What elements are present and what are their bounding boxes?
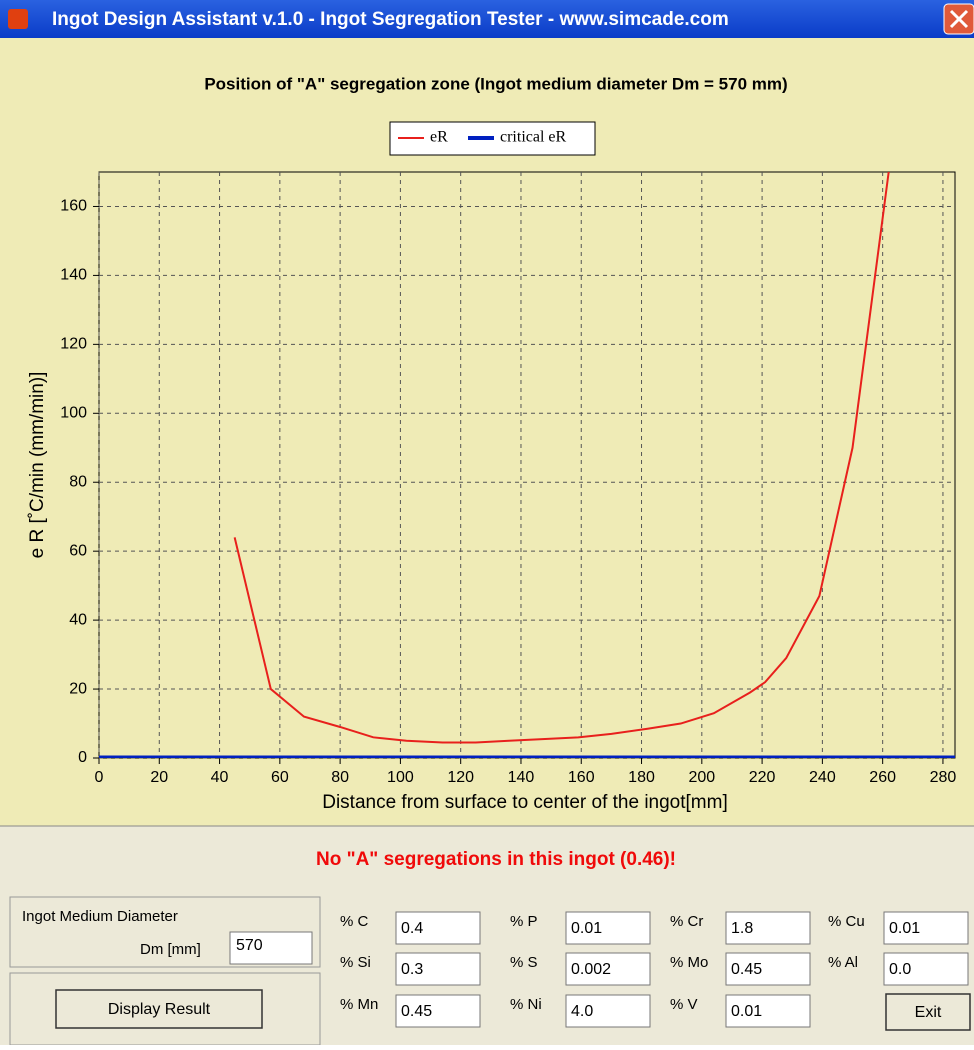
x-tick-label: 180	[628, 769, 655, 786]
field-value: 4.0	[571, 1003, 593, 1020]
x-tick-label: 40	[211, 769, 229, 786]
field-input[interactable]	[725, 994, 811, 1028]
x-tick-label: 60	[271, 769, 289, 786]
app-icon	[8, 9, 28, 29]
field-input[interactable]	[565, 952, 651, 986]
title-bar	[0, 0, 974, 38]
x-tick-label: 220	[749, 769, 776, 786]
diameter-input[interactable]	[229, 931, 313, 965]
field-label: % Mn	[340, 996, 378, 1013]
field-input[interactable]	[395, 952, 481, 986]
field-value: 0.01	[889, 920, 920, 937]
field-input[interactable]	[395, 994, 481, 1028]
field-input[interactable]	[565, 911, 651, 945]
legend-label: eR	[430, 129, 448, 146]
field-value: 0.4	[401, 920, 423, 937]
y-axis-label: e R [˚C/min (mm/min)]	[27, 372, 48, 559]
field-input[interactable]	[565, 994, 651, 1028]
x-tick-label: 0	[95, 769, 104, 786]
chart-title: Position of "A" segregation zone (Ingot …	[204, 74, 787, 93]
exit-button[interactable]	[885, 993, 971, 1031]
y-tick-label: 20	[69, 680, 87, 697]
field-value: 1.8	[731, 920, 753, 937]
y-tick-label: 60	[69, 542, 87, 559]
y-tick-label: 0	[78, 749, 87, 766]
exit-button-label: Exit	[915, 1004, 942, 1021]
field-input[interactable]	[725, 911, 811, 945]
x-tick-label: 100	[387, 769, 414, 786]
x-tick-label: 20	[150, 769, 168, 786]
field-label: % Ni	[510, 996, 542, 1013]
close-icon	[949, 9, 969, 29]
field-value: 0.002	[571, 961, 611, 978]
diameter-box	[9, 896, 321, 968]
result-message: No "A" segregations in this ingot (0.46)…	[316, 849, 676, 870]
plot-area	[98, 171, 956, 759]
x-axis-label: Distance from surface to center of the i…	[322, 792, 728, 813]
x-tick-label: 260	[869, 769, 896, 786]
field-value: 0.45	[731, 961, 762, 978]
window-title: Ingot Design Assistant v.1.0 - Ingot Seg…	[52, 9, 729, 30]
field-value: 0.45	[401, 1003, 432, 1020]
field-label: % Cr	[670, 913, 703, 930]
field-label: % Mo	[670, 954, 708, 971]
field-input[interactable]	[883, 911, 969, 945]
field-value: 0.01	[731, 1003, 762, 1020]
y-tick-label: 100	[60, 405, 87, 422]
field-label: % Cu	[828, 913, 865, 930]
field-label: % C	[340, 913, 369, 930]
x-tick-label: 160	[568, 769, 595, 786]
field-label: % V	[670, 996, 698, 1013]
series-line	[233, 172, 890, 744]
field-input[interactable]	[395, 911, 481, 945]
y-tick-label: 40	[69, 611, 87, 628]
field-input[interactable]	[883, 952, 969, 986]
field-label: % Al	[828, 954, 858, 971]
x-tick-label: 240	[809, 769, 836, 786]
field-value: 0.0	[889, 961, 911, 978]
x-tick-label: 140	[508, 769, 535, 786]
y-tick-label: 80	[69, 473, 87, 490]
x-tick-label: 200	[688, 769, 715, 786]
y-tick-label: 160	[60, 198, 87, 215]
series-group	[99, 172, 955, 758]
display-button-label: Display Result	[108, 1001, 211, 1018]
y-tick-label: 120	[60, 336, 87, 353]
diameter-unit: Dm [mm]	[140, 941, 201, 958]
y-tick-label: 140	[60, 267, 87, 284]
display-button[interactable]	[55, 989, 263, 1029]
legend-label: critical eR	[500, 129, 567, 146]
x-tick-label: 280	[930, 769, 957, 786]
field-label: % P	[510, 913, 538, 930]
x-tick-label: 80	[331, 769, 349, 786]
field-label: % S	[510, 954, 538, 971]
diameter-label: Ingot Medium Diameter	[22, 908, 178, 925]
field-label: % Si	[340, 954, 371, 971]
diameter-value: 570	[236, 937, 263, 954]
x-tick-label: 120	[447, 769, 474, 786]
field-value: 0.3	[401, 961, 423, 978]
field-value: 0.01	[571, 920, 602, 937]
field-input[interactable]	[725, 952, 811, 986]
